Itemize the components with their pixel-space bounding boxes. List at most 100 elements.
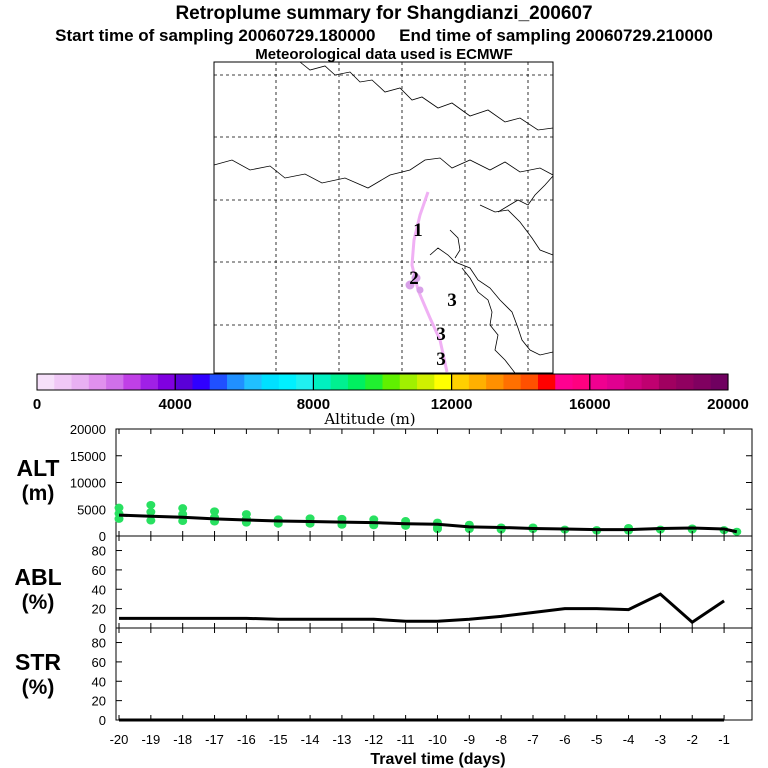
- colorbar-cell: [676, 374, 695, 390]
- alt-particle-point: [432, 525, 442, 534]
- colorbar-cell: [209, 374, 228, 390]
- colorbar-cell: [451, 374, 470, 390]
- colorbar-cell: [658, 374, 677, 390]
- y-tick-label: 0: [99, 713, 106, 728]
- colorbar-cell: [520, 374, 539, 390]
- str-y-ticks: 80 60 40 20 0: [92, 636, 752, 728]
- colorbar-cell: [296, 374, 314, 390]
- trajectory-marker-3: 3: [436, 324, 446, 345]
- colorbar-cell: [417, 374, 435, 390]
- colorbar-cell: [572, 374, 591, 390]
- coastline-east: [497, 175, 554, 213]
- alt-axis-label-top: ALT: [16, 455, 59, 481]
- met-data-note: Meteorological data used is ECMWF: [255, 46, 513, 63]
- y-tick-label: 60: [92, 655, 106, 670]
- x-tick-label: -7: [527, 732, 539, 747]
- x-tick-label: -6: [559, 732, 571, 747]
- x-tick-label: -19: [141, 732, 160, 747]
- trajectory-marker-1: 1: [413, 220, 423, 241]
- colorbar-cell: [434, 374, 453, 390]
- colorbar-cell: [607, 374, 625, 390]
- colorbar-cell: [192, 374, 211, 390]
- alt-particle-point: [210, 507, 220, 516]
- alt-particle-point: [178, 517, 188, 526]
- x-tick-label: -20: [110, 732, 129, 747]
- colorbar-cell: [589, 374, 608, 390]
- y-tick-label: 0: [99, 529, 106, 544]
- colorbar-tick-label: 20000: [707, 396, 749, 413]
- colorbar-cell: [278, 374, 297, 390]
- x-tick-label: -1: [718, 732, 730, 747]
- x-tick-label: -5: [591, 732, 603, 747]
- cluster-dot: [416, 286, 424, 294]
- abl-axis-label-unit: (%): [22, 591, 55, 614]
- colorbar-cell: [693, 374, 712, 390]
- colorbar-cells: [37, 374, 729, 390]
- str-axis-label-unit: (%): [22, 676, 55, 699]
- x-tick-label: -15: [269, 732, 288, 747]
- colorbar-cell: [710, 374, 729, 390]
- map-gridlines: [214, 62, 553, 373]
- colorbar-cell: [175, 374, 194, 390]
- x-tick-label: -17: [205, 732, 224, 747]
- alt-y-ticks: 20000 15000 10000 5000 0: [70, 422, 752, 544]
- coastlines-borders: [213, 61, 554, 374]
- colorbar-cell: [399, 374, 418, 390]
- coastline-south: [461, 267, 516, 374]
- y-tick-label: 60: [92, 563, 106, 578]
- abl-panel: 80 60 40 20 0 ABL (%): [14, 535, 753, 636]
- alt-particle-point: [178, 504, 188, 513]
- str-frame: [115, 627, 753, 721]
- chart-title: Retroplume summary for Shangdianzi_20060…: [175, 3, 593, 24]
- colorbar-cell: [555, 374, 574, 390]
- coastline-inner: [449, 229, 461, 259]
- colorbar: 0 4000 8000 12000 16000 20000 Altitude (m): [33, 373, 749, 428]
- colorbar-cell: [71, 374, 90, 390]
- x-tick-label: -18: [173, 732, 192, 747]
- y-tick-label: 5000: [77, 502, 106, 517]
- y-tick-label: 20: [92, 602, 106, 617]
- alt-particle-point: [114, 514, 124, 523]
- colorbar-cell: [503, 374, 522, 390]
- colorbar-cell: [382, 374, 401, 390]
- x-axis-label: Travel time (days): [370, 751, 505, 768]
- colorbar-cell: [54, 374, 73, 390]
- x-tick-label: -4: [623, 732, 635, 747]
- abl-line: [119, 592, 725, 625]
- alt-mean-line: [118, 513, 738, 534]
- colorbar-tick-label: 4000: [159, 396, 192, 413]
- colorbar-cell: [347, 374, 366, 390]
- x-axis-ticks: -20 -19 -18 -17 -16 -15 -14 -13 -12 -11 -10 -9 -8 -7 -…: [110, 429, 730, 747]
- x-tick-label: -12: [364, 732, 383, 747]
- x-tick-label: -3: [655, 732, 667, 747]
- x-tick-label: -16: [237, 732, 256, 747]
- alt-axis-label-unit: (m): [22, 482, 55, 505]
- y-tick-label: 40: [92, 582, 106, 597]
- y-tick-label: 15000: [70, 449, 106, 464]
- x-tick-label: -2: [686, 732, 698, 747]
- border-middle: [213, 157, 554, 189]
- colorbar-frame: [36, 373, 729, 391]
- y-tick-label: 80: [92, 636, 106, 651]
- trajectory-marker-3: 3: [447, 290, 457, 311]
- x-tick-label: -14: [301, 732, 320, 747]
- colorbar-cell: [468, 374, 487, 390]
- colorbar-cell: [641, 374, 660, 390]
- colorbar-tick-label: 16000: [569, 396, 611, 413]
- y-tick-label: 40: [92, 674, 106, 689]
- alt-particle-point: [146, 516, 156, 525]
- colorbar-cell: [624, 374, 643, 390]
- trajectory-marker-3: 3: [436, 349, 446, 370]
- alt-particle-point: [114, 503, 124, 512]
- x-tick-label: -11: [397, 732, 415, 747]
- alt-particle-point: [146, 500, 156, 509]
- y-tick-label: 10000: [70, 476, 106, 491]
- cluster-dot: [411, 273, 421, 283]
- y-tick-label: 80: [92, 544, 106, 559]
- colorbar-cell: [365, 374, 384, 390]
- colorbar-tick-labels: 0 4000 8000 12000 16000 20000: [33, 374, 749, 413]
- colorbar-cell: [88, 374, 107, 390]
- coastline-peninsula: [479, 204, 554, 256]
